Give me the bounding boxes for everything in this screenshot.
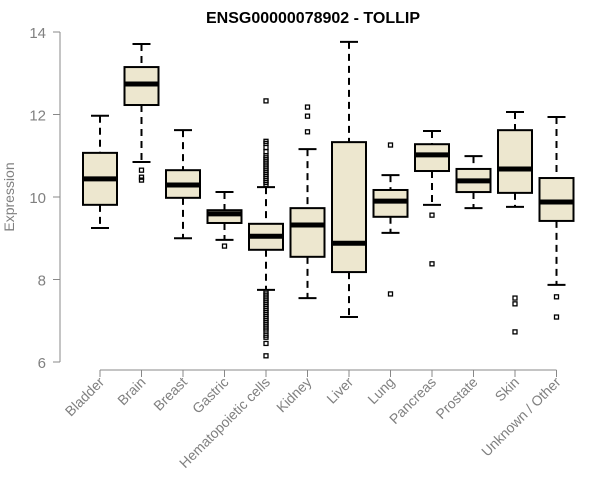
- outlier-point: [263, 144, 269, 151]
- outlier-point: [263, 181, 269, 188]
- outlier-point: [387, 291, 394, 297]
- chart-title: ENSG00000078902 - TOLLIP: [206, 10, 420, 27]
- outlier-point: [138, 174, 145, 180]
- x-tick-label: Brain: [114, 374, 148, 408]
- outlier-point: [429, 212, 435, 218]
- x-tick-label: Unknown / Other: [478, 374, 564, 460]
- outlier-point: [553, 314, 560, 320]
- outlier-point: [138, 167, 145, 173]
- box-skin: [497, 129, 533, 194]
- y-tick-label: 14: [29, 25, 46, 42]
- box-liver: [331, 141, 367, 274]
- x-tick-label: Skin: [492, 374, 523, 405]
- outlier-point: [263, 334, 269, 340]
- outlier-point: [512, 329, 518, 335]
- outlier-point: [429, 261, 435, 267]
- outlier-point: [304, 104, 311, 110]
- y-tick-label: 6: [38, 355, 46, 372]
- outlier-point: [138, 177, 145, 183]
- y-tick-label: 10: [29, 190, 46, 207]
- outlier-point: [304, 113, 311, 119]
- x-tick-label: Liver: [323, 374, 356, 407]
- outlier-point: [512, 301, 518, 307]
- outlier-point: [553, 294, 560, 300]
- outlier-point: [263, 148, 269, 155]
- outlier-point: [512, 295, 518, 301]
- outlier-point: [221, 243, 228, 249]
- x-tick-label: Kidney: [273, 374, 315, 416]
- box-pancreas: [414, 143, 450, 173]
- box-kidney: [289, 207, 326, 258]
- x-tick-label: Lung: [364, 374, 397, 407]
- outlier-point: [263, 340, 269, 347]
- outlier-point: [263, 98, 269, 104]
- outlier-point: [304, 129, 311, 135]
- x-tick-label: Bladder: [62, 374, 108, 420]
- y-tick-label: 8: [38, 273, 46, 290]
- x-tick-label: Breast: [150, 374, 190, 414]
- y-axis-label: Expression: [1, 162, 17, 231]
- y-tick-label: 12: [29, 108, 46, 125]
- outlier-point: [263, 353, 269, 359]
- outlier-point: [387, 142, 394, 148]
- x-tick-label: Prostate: [432, 374, 480, 422]
